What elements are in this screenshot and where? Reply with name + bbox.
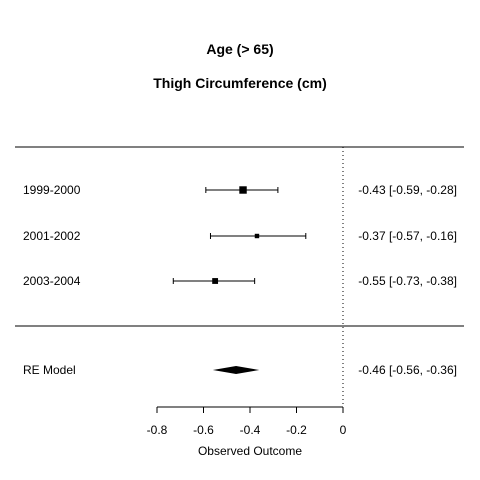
- summary-row: RE Model -0.46 [-0.56, -0.36]: [23, 363, 457, 377]
- chart-title: Age (> 65): [206, 41, 273, 57]
- x-tick-label: -0.2: [286, 423, 307, 437]
- x-axis-label: Observed Outcome: [198, 444, 302, 458]
- study-label: 2001-2002: [23, 229, 81, 243]
- ci-text: -0.55 [-0.73, -0.38]: [358, 274, 457, 288]
- study-label: 2003-2004: [23, 274, 81, 288]
- ci-text: -0.37 [-0.57, -0.16]: [358, 229, 457, 243]
- point-estimate: [255, 234, 259, 238]
- chart-subtitle: Thigh Circumference (cm): [153, 75, 326, 91]
- study-rows: 1999-2000 -0.43 [-0.59, -0.28] 2001-2002 -0…: [23, 183, 457, 288]
- x-tick-label: -0.8: [147, 423, 168, 437]
- x-axis: -0.8 -0.6 -0.4 -0.2 0: [147, 407, 347, 437]
- study-row: 1999-2000 -0.43 [-0.59, -0.28]: [23, 183, 457, 197]
- x-tick-label: -0.6: [193, 423, 214, 437]
- summary-diamond: [213, 366, 259, 374]
- ci-text: -0.43 [-0.59, -0.28]: [358, 183, 457, 197]
- x-tick-label: 0: [340, 423, 347, 437]
- point-estimate: [212, 278, 218, 284]
- point-estimate: [239, 186, 246, 193]
- summary-label: RE Model: [23, 363, 76, 377]
- study-label: 1999-2000: [23, 183, 81, 197]
- summary-ci-text: -0.46 [-0.56, -0.36]: [358, 363, 457, 377]
- study-row: 2001-2002 -0.37 [-0.57, -0.16]: [23, 229, 457, 243]
- x-tick-label: -0.4: [240, 423, 261, 437]
- study-row: 2003-2004 -0.55 [-0.73, -0.38]: [23, 274, 457, 288]
